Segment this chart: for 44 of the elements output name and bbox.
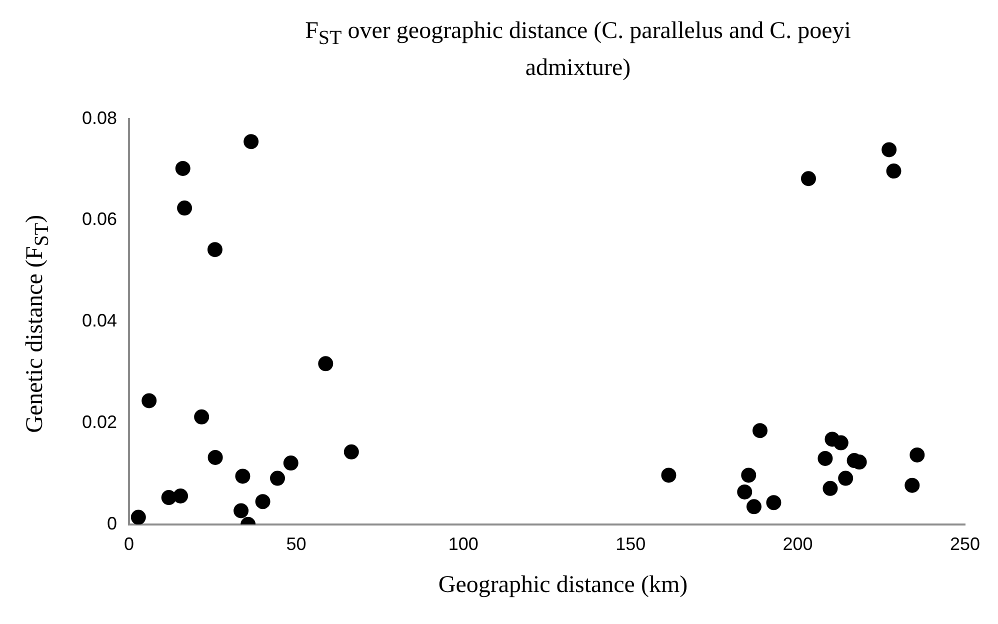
x-tick-label: 100 xyxy=(448,534,478,554)
y-tick-label: 0 xyxy=(107,513,118,534)
point xyxy=(175,160,190,176)
x-tick-label: 250 xyxy=(950,534,980,554)
point xyxy=(173,488,188,504)
point xyxy=(130,510,146,524)
point xyxy=(746,499,762,514)
x-tick-label: 150 xyxy=(616,534,646,554)
point xyxy=(344,444,359,460)
point xyxy=(270,470,285,486)
point xyxy=(283,456,298,471)
point xyxy=(818,450,833,466)
y-tick-label: 0.06 xyxy=(82,209,118,230)
point xyxy=(208,450,223,465)
point xyxy=(318,356,334,372)
point xyxy=(752,423,768,438)
point xyxy=(255,494,270,510)
point xyxy=(234,503,249,518)
y-tick-label: 0.08 xyxy=(82,108,118,128)
y-tick-label: 0.04 xyxy=(82,310,118,331)
point xyxy=(882,142,897,158)
point xyxy=(833,435,848,450)
x-tick-label: 200 xyxy=(782,534,813,554)
point xyxy=(838,470,854,486)
x-tick-label: 50 xyxy=(286,534,306,554)
point xyxy=(244,134,259,150)
point xyxy=(207,242,222,258)
point xyxy=(235,468,250,484)
x-tick-label: 0 xyxy=(124,534,134,554)
point xyxy=(910,447,925,462)
point xyxy=(194,409,210,424)
y-tick-label: 0.02 xyxy=(82,412,118,432)
point xyxy=(142,393,157,408)
point xyxy=(766,495,782,510)
x-axis-title: Geographic distance (km) xyxy=(437,572,689,599)
point xyxy=(904,478,920,493)
chart-title: F$_{ST}$ over geographic distance (C. parallelus and C. poeyi admixture) xyxy=(304,17,852,83)
point xyxy=(661,468,676,483)
point xyxy=(800,171,816,186)
point xyxy=(822,480,838,496)
point xyxy=(177,200,192,216)
point xyxy=(741,468,756,483)
point xyxy=(886,164,902,179)
point xyxy=(737,484,752,500)
